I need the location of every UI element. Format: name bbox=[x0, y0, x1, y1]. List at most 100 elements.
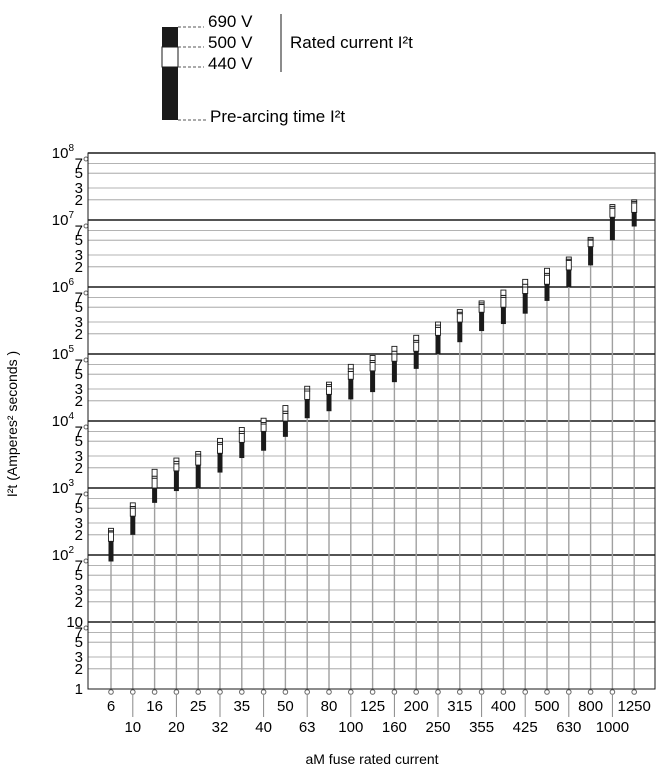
x-tick-label: 800 bbox=[578, 698, 603, 715]
x-tick-label: 160 bbox=[382, 719, 407, 736]
x-tick-marker bbox=[566, 689, 572, 695]
bar-440-v bbox=[478, 303, 485, 313]
y-tick-label: 7 bbox=[75, 624, 83, 641]
y-tick-label: 5 bbox=[75, 500, 83, 517]
x-tick-marker bbox=[435, 689, 441, 695]
chart-grid bbox=[88, 152, 655, 690]
bar-690-v bbox=[478, 300, 485, 304]
y-tick-marker bbox=[83, 357, 89, 363]
x-tick-marker bbox=[260, 689, 267, 695]
bar-440-v bbox=[522, 286, 529, 294]
y-axis-ticks: 1235710235710223571032357104235710523571… bbox=[52, 143, 89, 698]
bar-690-v bbox=[260, 417, 267, 423]
category-stems bbox=[110, 199, 635, 689]
x-tick-label: 425 bbox=[513, 719, 538, 736]
bar-pre-arcing-time-i-t bbox=[195, 465, 201, 488]
y-tick-label: 3 bbox=[75, 314, 83, 331]
y-tick-label: 2 bbox=[75, 460, 83, 477]
bar-pre-arcing-time-i-t bbox=[108, 541, 114, 562]
y-tick-label: 5 bbox=[75, 366, 83, 383]
x-tick-marker bbox=[609, 689, 616, 695]
x-tick-marker bbox=[348, 689, 354, 695]
x-tick-marker bbox=[478, 689, 485, 695]
y-tick-label: 7 bbox=[75, 222, 83, 239]
bar-690-v bbox=[500, 289, 507, 296]
y-tick-label: 7 bbox=[75, 490, 83, 507]
bar-pre-arcing-time-i-t bbox=[152, 488, 158, 503]
bar-690-v bbox=[369, 355, 376, 361]
x-tick-marker bbox=[631, 689, 638, 695]
y-tick-label: 3 bbox=[75, 448, 83, 465]
bar-690-v bbox=[587, 236, 594, 240]
y-tick-label: 7 bbox=[75, 356, 83, 373]
y-tick-label: 3 bbox=[75, 247, 83, 264]
x-tick-label: 40 bbox=[255, 719, 272, 736]
bar-440-v bbox=[238, 433, 245, 443]
x-tick-marker bbox=[130, 689, 136, 695]
x-tick-label: 63 bbox=[299, 719, 316, 736]
bar-690-v bbox=[217, 437, 223, 443]
y-tick-label: 3 bbox=[75, 180, 83, 197]
bar-440-v bbox=[587, 239, 594, 248]
bar-440-v bbox=[195, 455, 202, 466]
bar-440-v bbox=[173, 463, 180, 472]
x-axis-label: aM fuse rated current bbox=[305, 751, 438, 767]
legend-swatch-690v bbox=[162, 27, 178, 47]
x-tick-marker bbox=[217, 689, 223, 695]
bar-440-v bbox=[391, 353, 398, 362]
bar-440-v bbox=[151, 477, 158, 489]
bar-440-v bbox=[413, 341, 420, 352]
bar-440-v bbox=[456, 313, 463, 323]
y-tick-label: 106 bbox=[52, 277, 75, 296]
y-axis-label: I²t (Amperes² seconds ) bbox=[4, 351, 20, 497]
x-tick-label: 1000 bbox=[596, 719, 629, 736]
bar-440-v bbox=[435, 326, 441, 336]
bar-440-v bbox=[609, 207, 616, 218]
bar-690-v bbox=[413, 334, 420, 341]
x-tick-label: 50 bbox=[277, 698, 294, 715]
bar-690-v bbox=[631, 199, 638, 202]
y-tick-marker bbox=[83, 424, 89, 430]
x-tick-label: 250 bbox=[425, 719, 450, 736]
bar-pre-arcing-time-i-t bbox=[217, 453, 223, 473]
y-tick-label: 5 bbox=[75, 299, 83, 316]
y-tick-label: 5 bbox=[75, 567, 83, 584]
y-tick-label: 2 bbox=[75, 393, 83, 410]
bar-690-v bbox=[456, 309, 463, 313]
bar-690-v bbox=[565, 256, 572, 260]
range-bars bbox=[108, 199, 638, 562]
y-tick-label: 5 bbox=[75, 634, 83, 651]
legend-prearc-label: Pre-arcing time I²t bbox=[210, 107, 345, 126]
y-tick-label: 3 bbox=[75, 381, 83, 398]
y-tick-label: 5 bbox=[75, 433, 83, 450]
bar-pre-arcing-time-i-t bbox=[391, 361, 397, 383]
x-tick-marker bbox=[369, 689, 376, 695]
bar-pre-arcing-time-i-t bbox=[522, 293, 528, 314]
y-tick-marker bbox=[83, 491, 89, 497]
y-tick-label: 3 bbox=[75, 582, 83, 599]
legend-swatch-500v bbox=[161, 46, 179, 68]
bar-pre-arcing-time-i-t bbox=[588, 246, 594, 266]
x-tick-label: 10 bbox=[124, 719, 141, 736]
x-tick-label: 25 bbox=[190, 698, 207, 715]
x-tick-label: 80 bbox=[321, 698, 338, 715]
legend: 690 V 500 V 440 V Rated current I²t Pre-… bbox=[161, 12, 413, 126]
y-tick-marker bbox=[83, 625, 89, 631]
y-tick-label: 102 bbox=[52, 545, 75, 564]
y-tick-label: 10 bbox=[66, 614, 83, 631]
x-tick-label: 500 bbox=[534, 698, 559, 715]
bar-pre-arcing-time-i-t bbox=[435, 335, 441, 354]
x-tick-label: 6 bbox=[107, 698, 115, 715]
bar-690-v bbox=[304, 385, 311, 390]
x-tick-marker bbox=[457, 689, 463, 695]
y-tick-marker bbox=[83, 558, 89, 564]
bar-440-v bbox=[108, 531, 114, 542]
x-tick-marker bbox=[500, 689, 507, 695]
y-tick-label: 105 bbox=[52, 344, 75, 363]
y-tick-label: 2 bbox=[75, 326, 83, 343]
x-tick-marker bbox=[239, 689, 245, 695]
bar-pre-arcing-time-i-t bbox=[370, 370, 376, 393]
x-tick-label: 125 bbox=[360, 698, 385, 715]
bar-pre-arcing-time-i-t bbox=[566, 269, 572, 287]
